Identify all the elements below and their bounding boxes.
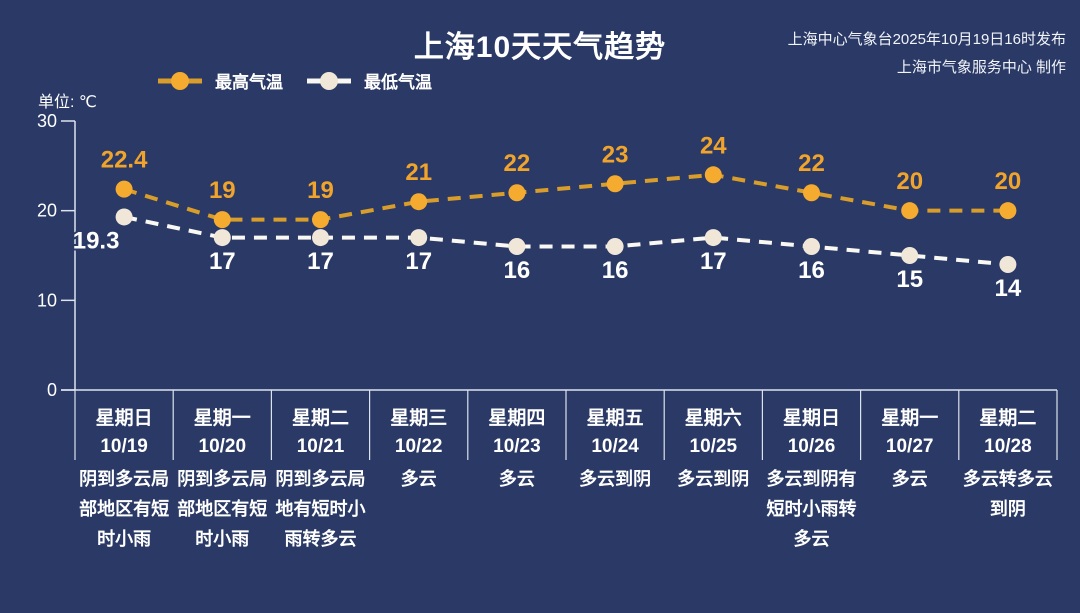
- high-temp-value-label: 20: [896, 168, 923, 195]
- high-temp-value-label: 23: [602, 141, 629, 168]
- high-temp-point: [704, 166, 722, 184]
- weekday-label: 星期日: [96, 407, 153, 429]
- y-tick-label: 10: [37, 290, 57, 310]
- date-label: 10/27: [886, 436, 934, 457]
- date-label: 10/19: [100, 436, 148, 457]
- low-temp-point: [901, 247, 919, 264]
- low-temp-value-label: 16: [504, 257, 531, 284]
- high-temp-value-label: 20: [995, 168, 1022, 195]
- weekday-label: 星期二: [979, 407, 1036, 429]
- low-temp-value-label: 14: [995, 275, 1022, 302]
- high-temp-point: [508, 184, 526, 202]
- low-temp-legend-icon: [307, 71, 351, 90]
- date-label: 10/26: [788, 436, 836, 457]
- date-label: 10/20: [199, 436, 247, 457]
- high-temp-point: [901, 202, 919, 220]
- y-tick-label: 20: [37, 201, 57, 221]
- low-temp-value-label: 17: [405, 248, 432, 275]
- page-title: 上海10天天气趋势: [413, 31, 667, 64]
- high-temp-legend-icon: [158, 71, 202, 90]
- weekday-label: 星期一: [881, 407, 938, 429]
- weekday-label: 星期五: [587, 407, 644, 429]
- high-temp-value-label: 24: [700, 132, 727, 159]
- low-temp-value-label: 15: [896, 266, 923, 293]
- low-temp-point: [213, 229, 231, 247]
- high-temp-value-label: 19: [209, 177, 236, 204]
- date-label: 10/25: [690, 436, 738, 457]
- high-temp-point: [999, 202, 1017, 220]
- legend-label-high: 最高气温: [215, 73, 283, 92]
- high-temp-point: [410, 193, 428, 211]
- low-temp-point: [606, 238, 624, 256]
- source-line1: 上海中心气象台2025年10月19日16时发布: [787, 31, 1066, 48]
- weekday-label: 星期六: [685, 406, 742, 429]
- date-label: 10/28: [984, 436, 1032, 457]
- low-temp-value-label: 17: [209, 248, 236, 275]
- low-temp-line: [123, 214, 1009, 267]
- weekday-label: 星期二: [292, 407, 349, 429]
- high-temp-point: [115, 180, 133, 198]
- source-line2: 上海市气象服务中心 制作: [896, 59, 1066, 76]
- legend-item-low: 最低气温: [307, 68, 432, 93]
- low-temp-point: [508, 238, 526, 256]
- high-temp-point: [213, 211, 231, 229]
- weekday-label: 星期四: [488, 407, 545, 429]
- legend: 最高气温 最低气温: [158, 68, 432, 93]
- high-temp-line: [123, 172, 1008, 222]
- weekday-label: 星期一: [194, 407, 251, 429]
- low-temp-point: [803, 238, 820, 256]
- date-label: 10/24: [591, 436, 639, 457]
- legend-label-low: 最低气温: [364, 73, 432, 92]
- low-temp-value-label: 19.3: [73, 227, 120, 254]
- high-temp-value-label: 22.4: [101, 147, 148, 174]
- legend-item-high: 最高气温: [158, 68, 283, 93]
- low-temp-value-label: 17: [700, 248, 727, 275]
- weekday-label: 星期日: [783, 407, 840, 429]
- low-temp-value-label: 16: [798, 257, 825, 284]
- weekday-label: 星期三: [390, 407, 447, 429]
- high-temp-value-label: 19: [307, 177, 334, 204]
- date-label: 10/22: [395, 436, 443, 457]
- high-temp-point: [606, 175, 624, 193]
- date-label: 10/23: [493, 436, 541, 457]
- low-temp-point: [115, 208, 133, 226]
- high-temp-point: [803, 184, 820, 202]
- high-temp-point: [312, 211, 329, 229]
- high-temp-value-label: 21: [405, 159, 432, 186]
- low-temp-point: [704, 229, 722, 247]
- low-temp-value-label: 17: [307, 248, 334, 275]
- low-temp-point: [312, 229, 329, 247]
- source-info: 上海中心气象台2025年10月19日16时发布 上海市气象服务中心 制作: [788, 26, 1066, 82]
- high-temp-value-label: 22: [504, 150, 531, 177]
- low-temp-point: [410, 229, 428, 247]
- low-temp-point: [999, 255, 1017, 273]
- low-temp-value-label: 16: [602, 257, 629, 284]
- unit-label: 单位: ℃: [38, 94, 97, 111]
- high-temp-value-label: 22: [798, 150, 825, 177]
- y-tick-label: 30: [37, 111, 57, 131]
- date-label: 10/21: [297, 436, 345, 457]
- y-tick-label: 0: [47, 380, 57, 400]
